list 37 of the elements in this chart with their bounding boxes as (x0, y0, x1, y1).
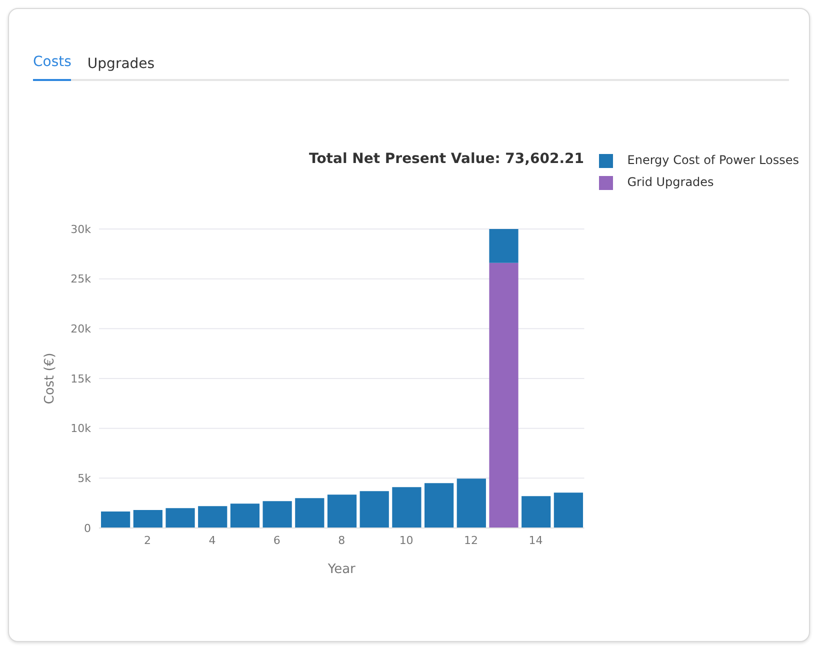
text: Upgrades (87, 55, 155, 74)
y-axis-title: Cost (€) (42, 352, 58, 404)
x-tick-label: 8 (338, 534, 346, 547)
bar (424, 483, 454, 528)
bar (392, 487, 422, 528)
text: Costs (33, 51, 72, 81)
y-tick-label: 30k (70, 222, 92, 236)
legend-label: Grid Upgrades (627, 175, 714, 189)
chart-title: Total Net Present Value: 73,602.21 (309, 151, 584, 167)
bar (198, 506, 228, 528)
y-tick-label: 15k (70, 372, 92, 386)
x-tick-label: 12 (464, 534, 478, 547)
y-tick-label: 20k (70, 322, 92, 336)
bar (295, 498, 324, 528)
bar (554, 492, 584, 528)
y-tick-label: 5k (78, 472, 92, 486)
y-tick-label: 25k (70, 272, 92, 286)
x-tick-label: 6 (273, 534, 280, 547)
legend-label: Energy Cost of Power Losses (627, 153, 799, 167)
bar (166, 508, 195, 528)
x-axis-title: Year (326, 562, 356, 577)
x-tick-label: 10 (399, 534, 414, 547)
bar (522, 496, 551, 528)
bar (489, 229, 518, 263)
bar (360, 491, 389, 528)
bar (133, 510, 162, 528)
bar (327, 494, 357, 528)
bar (101, 512, 130, 528)
bar (489, 262, 518, 528)
x-tick-label: 2 (144, 534, 152, 547)
y-tick-label: 10k (70, 422, 92, 436)
bar (230, 504, 260, 528)
y-tick-label: 0 (84, 522, 91, 535)
x-tick-label: 14 (528, 534, 543, 547)
bar (456, 478, 486, 528)
bar (262, 501, 292, 528)
x-tick-label: 4 (208, 534, 216, 547)
